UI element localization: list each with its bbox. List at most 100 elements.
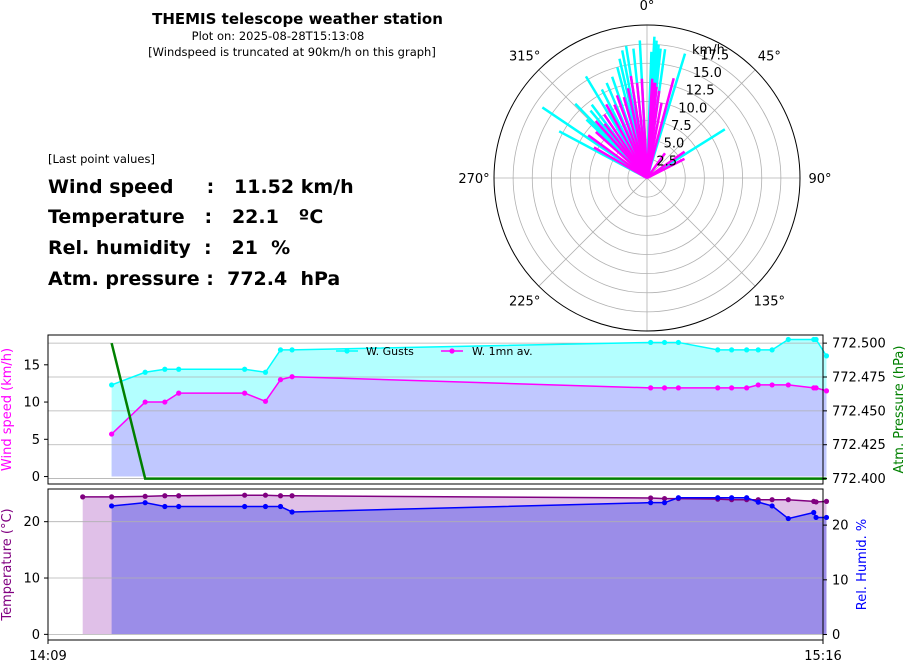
- temperature-point: [277, 493, 284, 499]
- angle-tick-label: 45°: [758, 50, 781, 65]
- temperature-point: [661, 495, 668, 502]
- y-tick-label: 0: [32, 470, 40, 485]
- average-area: [111, 376, 827, 477]
- humidity-point: [176, 503, 182, 510]
- x-tick-label: 15:16: [804, 649, 841, 662]
- temperature-point: [109, 494, 115, 500]
- wind-speed-readout: Wind speed : 11.52 km/h: [48, 176, 354, 198]
- humidity-point: [811, 509, 817, 516]
- radial-tick-label: 12.5: [686, 84, 715, 99]
- gusts-point: [262, 369, 269, 375]
- temperature-point: [769, 497, 775, 503]
- chart-title: THEMIS telescope weather station: [152, 10, 443, 28]
- humidity-point: [648, 500, 654, 506]
- humidity-point: [715, 495, 721, 501]
- angular-gridline: [646, 177, 756, 287]
- radial-tick-label: 7.5: [671, 119, 692, 134]
- temperature-point: [142, 493, 148, 499]
- humidity-point: [289, 509, 295, 515]
- humidity-point: [769, 503, 775, 509]
- humidity-point: [142, 500, 148, 506]
- y2-axis-label: Rel. Humid. %: [855, 519, 870, 610]
- humidity-point: [242, 503, 248, 510]
- y-tick-label: 10: [23, 572, 40, 587]
- average-point: [729, 385, 735, 391]
- average-point: [715, 385, 721, 391]
- y-tick-label: 10: [23, 396, 40, 411]
- radial-tick-label: 17.5: [700, 48, 729, 63]
- temperature-point: [813, 499, 819, 505]
- humidity-point: [661, 500, 668, 506]
- angle-tick-label: 135°: [754, 294, 785, 309]
- legend-average-marker: [449, 348, 455, 354]
- humidity-readout: Rel. humidity : 21 %: [48, 237, 291, 259]
- gusts-point: [785, 336, 791, 343]
- humidity-point: [813, 514, 819, 521]
- humidity-point: [162, 503, 168, 510]
- y-axis-label: Temperature (°C): [0, 508, 15, 621]
- plot-frame: [47, 334, 824, 485]
- wind-rose-polar-chart: 0° 45° 90° 135° 225° 270° 315° 2.5 5.0 7.5 10.0 12.…: [458, 0, 832, 332]
- polar-frame: [493, 24, 801, 332]
- average-point: [769, 382, 775, 388]
- angle-tick-label: 270°: [458, 172, 489, 187]
- gusts-point: [661, 339, 668, 346]
- average-point: [661, 385, 668, 391]
- truncation-note: [Windspeed is truncated at 90km/h on thi…: [148, 45, 436, 59]
- average-point: [277, 377, 284, 383]
- gusts-point: [823, 353, 830, 359]
- temperature-point: [176, 493, 182, 499]
- temperature-point: [242, 492, 248, 498]
- gusts-point: [648, 339, 654, 346]
- average-direction-spoke: [593, 146, 648, 180]
- y2-tick-label: 772.425: [832, 438, 886, 453]
- gusts-point: [109, 382, 115, 388]
- angle-tick-label: 225°: [509, 294, 540, 309]
- gusts-point: [162, 366, 168, 372]
- average-direction-spoke: [645, 102, 663, 179]
- humidity-point: [729, 495, 735, 501]
- average-point: [142, 399, 148, 405]
- pressure-line: [110, 342, 827, 480]
- angle-tick-label: 315°: [509, 50, 540, 65]
- y-tick-label: 5: [32, 433, 40, 448]
- average-point: [755, 382, 761, 388]
- gusts-point: [289, 347, 295, 353]
- y2-tick-label: 0: [832, 628, 840, 643]
- temperature-point: [162, 493, 168, 499]
- last-values-caption: [Last point values]: [48, 152, 155, 166]
- average-point: [744, 385, 750, 391]
- y-axis-label: Wind speed (km/h): [0, 348, 15, 471]
- average-line: [111, 375, 827, 435]
- average-point: [109, 431, 115, 437]
- temperature-point: [648, 495, 654, 501]
- humidity-area: [111, 497, 827, 635]
- gusts-point: [744, 347, 750, 353]
- humidity-point: [785, 515, 791, 522]
- average-point: [675, 385, 682, 391]
- gusts-point: [176, 366, 182, 372]
- gusts-point: [675, 339, 682, 346]
- legend-average-label: W. 1mn av.: [472, 345, 533, 358]
- gusts-point: [769, 347, 775, 353]
- average-direction-spoke: [645, 152, 666, 179]
- legend-gusts-label: W. Gusts: [366, 345, 414, 358]
- y-tick-label: 0: [32, 628, 40, 643]
- radial-tick-label: 10.0: [678, 101, 707, 116]
- y2-axis-label: Atm. Pressure (hPa): [892, 346, 907, 474]
- angular-gridline: [646, 69, 756, 179]
- average-point: [813, 385, 819, 391]
- humidity-point: [755, 499, 761, 505]
- y2-tick-label: 20: [832, 519, 849, 534]
- y2-tick-label: 772.400: [832, 472, 886, 487]
- y-tick-label: 15: [23, 358, 40, 373]
- temperature-point: [80, 494, 86, 500]
- gusts-point: [277, 347, 284, 353]
- temperature-point: [289, 493, 295, 499]
- y2-tick-label: 772.450: [832, 404, 886, 419]
- average-point: [785, 382, 791, 388]
- average-point: [162, 399, 168, 405]
- y2-tick-label: 772.475: [832, 370, 886, 385]
- gusts-point: [715, 347, 721, 353]
- humidity-point: [823, 514, 830, 521]
